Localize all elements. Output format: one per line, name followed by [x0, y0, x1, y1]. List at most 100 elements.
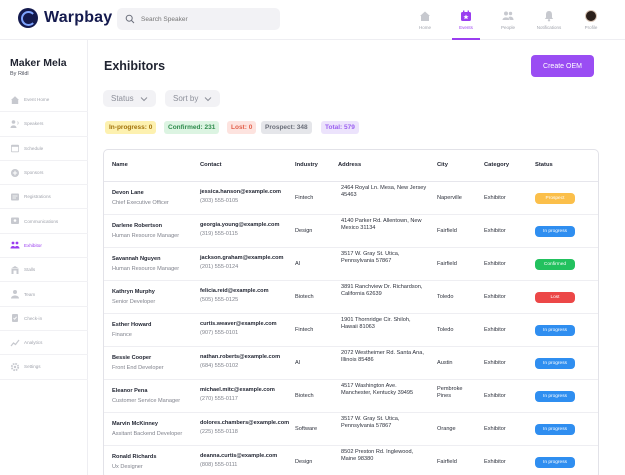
status-badge[interactable]: In progress — [535, 457, 575, 468]
table-row[interactable]: Eleanor Pena Customer Service Manager mich… — [104, 380, 598, 413]
sidebar-item-stalls[interactable]: Stalls — [0, 258, 88, 283]
column-header-industry[interactable]: Industry — [295, 162, 318, 168]
contact-email[interactable]: curtis.weaver@example.com — [200, 321, 277, 327]
name-cell: Eleanor Pena Customer Service Manager — [112, 388, 198, 405]
status-badge[interactable]: Confirmed — [535, 259, 575, 270]
column-header-name[interactable]: Name — [112, 162, 128, 168]
sidebar-item-label: Registrations — [24, 194, 51, 200]
contact-email[interactable]: deanna.curtis@example.com — [200, 453, 278, 459]
nav-label: Notifications — [536, 25, 562, 30]
table-row[interactable]: Ronald Richards Ux Designer deanna.curtis@… — [104, 446, 598, 475]
city-cell: Austin — [437, 360, 453, 366]
exhibitor-name[interactable]: Marvin McKinney — [112, 421, 159, 427]
exhibitor-role: Senior Developer — [112, 299, 156, 305]
contact-email[interactable]: jackson.graham@example.com — [200, 255, 284, 261]
nav-label: Profile — [584, 25, 598, 30]
sidebar-item-speakers[interactable]: Speakers — [0, 112, 88, 137]
table-row[interactable]: Savannah Nguyen Human Resource Manager jac… — [104, 248, 598, 281]
column-header-status[interactable]: Status — [535, 162, 553, 168]
status-badge[interactable]: Lost — [535, 292, 575, 303]
app-name[interactable]: Warpbay — [44, 9, 113, 26]
exhibitor-name[interactable]: Eleanor Pena — [112, 388, 148, 394]
contact-cell: curtis.weaver@example.com (907) 555-0101 — [200, 321, 296, 337]
sidebar-item-label: Team — [24, 291, 36, 297]
table-row[interactable]: Marvin McKinney Assitant Backend Develope… — [104, 413, 598, 446]
status-count-chip[interactable]: Prospect: 348 — [261, 121, 312, 134]
status-badge[interactable]: In progress — [535, 325, 575, 336]
category-cell: Exhibitor — [484, 195, 506, 201]
sidebar-item-settings[interactable]: Settings — [0, 355, 88, 380]
column-header-contact[interactable]: Contact — [200, 162, 222, 168]
nav-people[interactable]: People — [488, 0, 528, 40]
exhibitor-role: Front End Developer — [112, 365, 164, 371]
warpbay-logo-icon[interactable] — [18, 8, 38, 28]
nav-notifications[interactable]: Notifications — [529, 0, 569, 40]
column-header-city[interactable]: City — [437, 162, 448, 168]
sidebar-item-event-home[interactable]: Event Home — [0, 88, 88, 113]
address-cell: 3517 W. Gray St. Utica, Pennsylvania 578… — [341, 416, 400, 429]
sidebar: Maker Mela By Rildl Event Home Speakers … — [0, 40, 88, 475]
exhibitor-name[interactable]: Esther Howard — [112, 322, 152, 328]
status-badge[interactable]: In progress — [535, 424, 575, 435]
sort-by-dropdown[interactable]: Sort by — [165, 90, 221, 107]
status-count-chip[interactable]: Confirmed: 231 — [164, 121, 220, 134]
table-row[interactable]: Devon Lane Chief Executive Officer jessica… — [104, 182, 598, 215]
status-badge[interactable]: Prospect — [535, 193, 575, 204]
contact-email[interactable]: jessica.hanson@example.com — [200, 189, 282, 195]
industry-cell: Design — [295, 459, 313, 465]
city-cell: Orange — [437, 426, 456, 432]
create-oem-button[interactable]: Create OEM — [531, 55, 594, 77]
exhibitor-name[interactable]: Savannah Nguyen — [112, 256, 161, 262]
exhibitor-name[interactable]: Ronald Richards — [112, 454, 157, 460]
table-row[interactable]: Bessie Cooper Front End Developer nathan.r… — [104, 347, 598, 380]
nav-profile[interactable]: Profile — [571, 0, 611, 40]
table-row[interactable]: Kathryn Murphy Senior Developer felicia.re… — [104, 281, 598, 314]
exhibitor-name[interactable]: Kathryn Murphy — [112, 289, 155, 295]
sidebar-item-team[interactable]: Team — [0, 282, 88, 307]
column-header-category[interactable]: Category — [484, 162, 510, 168]
category-cell: Exhibitor — [484, 327, 506, 333]
column-header-address[interactable]: Address — [338, 162, 362, 168]
contact-email[interactable]: nathan.roberts@example.com — [200, 354, 281, 360]
table-row[interactable]: Esther Howard Finance curtis.weaver@exampl… — [104, 314, 598, 347]
avatar — [585, 10, 597, 22]
home-icon — [11, 95, 19, 104]
status-badge[interactable]: In progress — [535, 226, 575, 237]
status-badge[interactable]: In progress — [535, 391, 575, 402]
contact-email[interactable]: felicia.reid@example.com — [200, 288, 269, 294]
events-icon — [461, 10, 471, 21]
industry-cell: Fintech — [295, 195, 314, 201]
address-cell: 8502 Preston Rd. Inglewood, Maine 98380 — [341, 449, 414, 462]
name-cell: Darlene Robertson Human Resource Manager — [112, 223, 198, 240]
exhibitor-role: Human Resource Manager — [112, 233, 180, 239]
search-box[interactable] — [117, 8, 280, 30]
table-row[interactable]: Darlene Robertson Human Resource Manager g… — [104, 215, 598, 248]
filter-label: Sort by — [173, 94, 199, 103]
exhibitor-name[interactable]: Devon Lane — [112, 190, 144, 196]
status-count-chip[interactable]: Lost: 0 — [227, 121, 257, 134]
industry-cell: Biotech — [295, 294, 314, 300]
contact-email[interactable]: dolores.chambers@example.com — [200, 420, 290, 426]
communications-icon — [11, 217, 19, 225]
table-header: Name Contact Industry Address City Categ… — [104, 150, 598, 182]
status-badge[interactable]: In progress — [535, 358, 575, 369]
sidebar-item-analytics[interactable]: Analytics — [0, 331, 88, 356]
nav-home[interactable]: Home — [405, 0, 445, 40]
status-filter-dropdown[interactable]: Status — [103, 90, 156, 107]
sidebar-item-label: Stalls — [24, 267, 36, 273]
status-count-chip[interactable]: In-progress: 0 — [105, 121, 157, 134]
sidebar-item-check-in[interactable]: Check-in — [0, 307, 88, 331]
contact-email[interactable]: michael.mitc@example.com — [200, 387, 275, 393]
sidebar-item-exhibitor[interactable]: Exhibitor — [0, 234, 88, 259]
sidebar-item-communications[interactable]: Communications — [0, 209, 88, 234]
search-input[interactable] — [141, 15, 271, 23]
contact-email[interactable]: georgia.young@example.com — [200, 222, 280, 228]
exhibitor-name[interactable]: Bessie Cooper — [112, 355, 152, 361]
sidebar-item-registrations[interactable]: Registrations — [0, 185, 88, 210]
sidebar-item-schedule[interactable]: Schedule — [0, 137, 88, 161]
address-cell: 2464 Royal Ln. Mesa, New Jersey 45463 — [341, 185, 427, 198]
nav-events[interactable]: Events — [446, 0, 486, 40]
status-count-chip[interactable]: Total: 579 — [321, 121, 359, 134]
sidebar-item-sponsors[interactable]: Sponsors — [0, 161, 88, 186]
exhibitor-name[interactable]: Darlene Robertson — [112, 223, 163, 229]
